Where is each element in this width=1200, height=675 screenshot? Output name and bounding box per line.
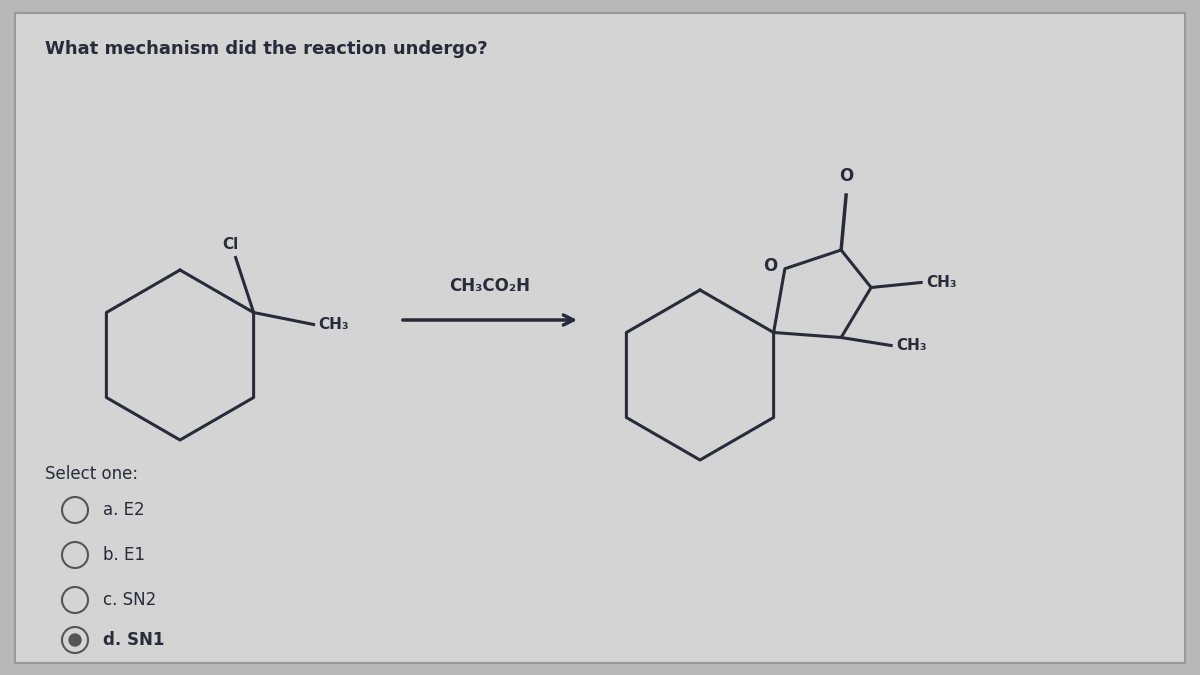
Text: CH₃CO₂H: CH₃CO₂H [450, 277, 530, 295]
Text: What mechanism did the reaction undergo?: What mechanism did the reaction undergo? [46, 40, 487, 58]
Text: b. E1: b. E1 [103, 546, 145, 564]
Circle shape [70, 634, 82, 646]
Text: d. SN1: d. SN1 [103, 631, 164, 649]
Text: CH₃: CH₃ [896, 338, 926, 353]
Text: O: O [839, 167, 853, 185]
Text: a. E2: a. E2 [103, 501, 145, 519]
Text: Select one:: Select one: [46, 465, 138, 483]
Text: c. SN2: c. SN2 [103, 591, 156, 609]
Text: CH₃: CH₃ [319, 317, 349, 332]
Text: CH₃: CH₃ [926, 275, 956, 290]
Text: O: O [763, 256, 776, 275]
FancyBboxPatch shape [14, 13, 1186, 663]
Text: Cl: Cl [222, 236, 239, 252]
